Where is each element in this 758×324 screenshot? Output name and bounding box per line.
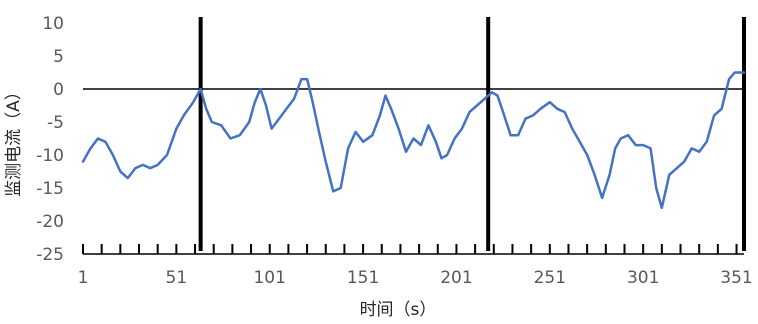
x-tick-label: 101 bbox=[253, 268, 285, 288]
y-axis-ticks: 10 5 0 -5 -10 -15 -20 -25 bbox=[36, 14, 64, 265]
y-tick-label: -20 bbox=[36, 212, 64, 232]
y-tick-label: -25 bbox=[36, 245, 64, 265]
series-layer bbox=[81, 71, 746, 210]
x-tick-label: 201 bbox=[440, 268, 472, 288]
x-tick-label: 301 bbox=[627, 268, 659, 288]
marker-lines bbox=[198, 17, 746, 251]
x-tick-label: 1 bbox=[78, 268, 89, 288]
series-line bbox=[81, 71, 746, 210]
y-axis-title: 监测电流（A） bbox=[4, 83, 24, 197]
x-tick-label: 151 bbox=[347, 268, 379, 288]
x-axis-title: 时间（s） bbox=[360, 300, 437, 320]
x-tick-label: 351 bbox=[720, 268, 752, 288]
y-tick-label: 10 bbox=[42, 14, 64, 34]
y-tick-label: 5 bbox=[53, 47, 64, 67]
x-axis: 1 51 101 151 201 251 301 351 bbox=[78, 88, 753, 288]
y-tick-label: -10 bbox=[36, 146, 64, 166]
y-tick-label: -5 bbox=[47, 113, 64, 133]
y-tick-label: 0 bbox=[53, 80, 64, 100]
x-tick-label: 51 bbox=[166, 268, 188, 288]
x-tick-label: 251 bbox=[534, 268, 566, 288]
y-tick-label: -15 bbox=[36, 179, 64, 199]
